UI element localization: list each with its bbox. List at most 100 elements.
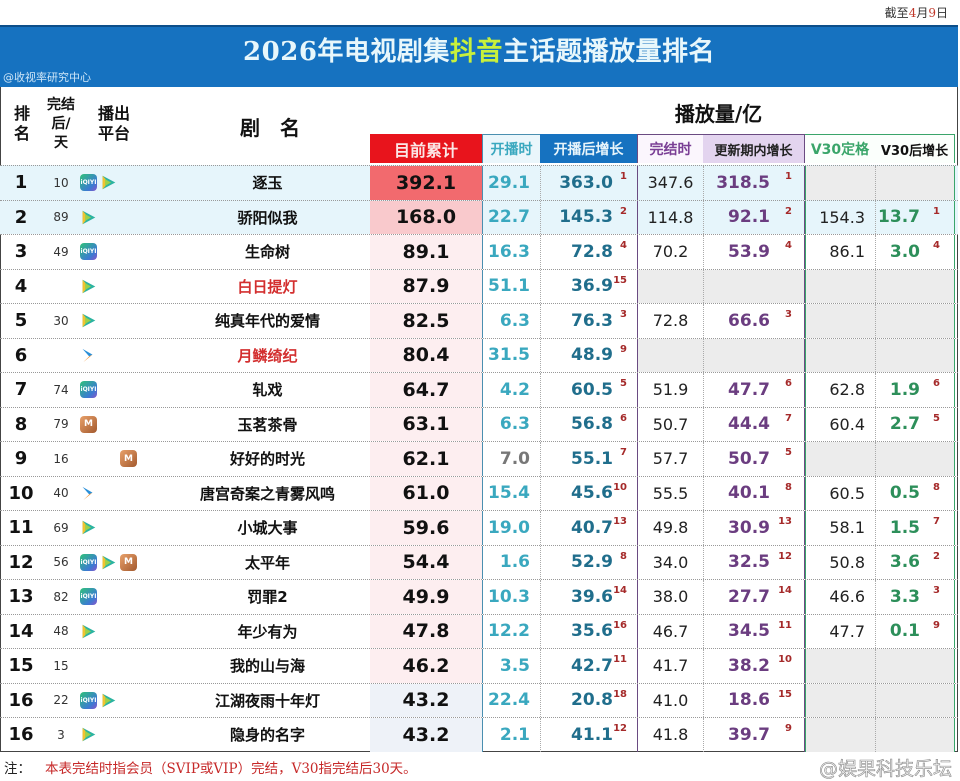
growth-during-update-rank: 8 — [785, 481, 792, 493]
views-at-end-cell: 41.7 — [637, 649, 703, 683]
growth-since-start-rank: 16 — [613, 619, 627, 631]
growth-since-start-cell: 20.8 18 — [540, 683, 637, 717]
growth-since-start-rank: 8 — [620, 550, 627, 562]
rank-cell: 6 — [14, 344, 28, 366]
footer-note: 注： 本表完结时指会员（SVIP或VIP）完结，V30指完结后30天。 — [4, 761, 417, 777]
platform-cell — [80, 201, 165, 235]
platform-cell — [80, 511, 165, 545]
views-at-start-cell: 16.3 — [482, 235, 540, 269]
views-at-start-cell: 7.0 — [482, 442, 540, 476]
tencent-video-icon — [80, 312, 97, 329]
growth-since-start-rank: 4 — [620, 240, 627, 251]
growth-during-update-rank: 12 — [778, 550, 792, 562]
growth-during-update-cell — [703, 269, 805, 303]
total-views-cell: 392.1 — [370, 166, 482, 200]
growth-during-update-cell: 92.1 2 — [703, 200, 805, 234]
growth-since-start-rank: 14 — [613, 585, 627, 596]
table-row: 13 82 iQIYI 罚罪2 49.9 10.3 39.6 14 38.0 27.7 14 46.6… — [0, 579, 958, 614]
growth-after-v30-rank: 4 — [933, 240, 940, 251]
table-row: 1 10 iQIYI 逐玉 392.1 29.1 363.0 1 347.6 318.5 1 — [0, 165, 958, 200]
views-at-start-cell: 3.5 — [482, 649, 540, 683]
growth-since-start-cell: 48.9 9 — [540, 338, 637, 372]
views-at-start-cell: 15.4 — [482, 476, 540, 510]
growth-since-start-rank: 2 — [620, 205, 627, 217]
total-views-cell: 61.0 — [370, 476, 482, 510]
total-views-cell: 54.4 — [370, 545, 482, 579]
platform-cell — [80, 649, 165, 683]
growth-since-start-cell: 56.8 6 — [540, 407, 637, 441]
growth-since-start-cell: 35.6 16 — [540, 614, 637, 648]
iqiyi-icon: iQIYI — [80, 243, 97, 261]
rank-cell: 8 — [14, 413, 28, 435]
growth-after-v30-cell — [875, 649, 955, 683]
iqiyi-icon: iQIYI — [80, 174, 97, 192]
growth-after-v30-rank: 6 — [933, 378, 940, 389]
iqiyi-icon: iQIYI — [80, 588, 97, 606]
total-views-cell: 82.5 — [370, 304, 482, 338]
growth-after-v30-rank: 8 — [933, 481, 940, 493]
drama-name-cell: 逐玉 — [252, 174, 283, 193]
growth-since-start-cell: 145.3 2 — [540, 200, 637, 234]
tencent-video-icon — [80, 519, 97, 536]
growth-since-start-cell: 52.9 8 — [540, 545, 637, 579]
rank-cell: 16 — [8, 689, 34, 711]
growth-during-update-rank: 2 — [785, 205, 792, 217]
platform-spacer — [80, 450, 97, 467]
v30-final-cell: 60.4 — [805, 407, 875, 441]
growth-during-update-cell: 66.6 3 — [703, 304, 805, 338]
growth-after-v30-cell — [875, 442, 955, 476]
growth-since-start-rank: 7 — [620, 447, 627, 458]
growth-during-update-cell: 38.2 10 — [703, 649, 805, 683]
platform-cell: M — [80, 442, 165, 476]
platform-cell: M — [80, 408, 165, 442]
days-after-end-cell: 48 — [53, 624, 69, 639]
tencent-video-icon — [100, 174, 117, 191]
growth-since-start-cell: 55.1 7 — [540, 442, 637, 476]
rank-cell: 14 — [8, 620, 34, 642]
tencent-video-icon — [100, 554, 117, 571]
growth-during-update-cell: 18.6 15 — [703, 683, 805, 717]
total-views-cell: 80.4 — [370, 338, 482, 372]
views-at-start-cell: 6.3 — [482, 304, 540, 338]
ranking-table: 1 10 iQIYI 逐玉 392.1 29.1 363.0 1 347.6 318.5 1 2 89 骄… — [0, 165, 958, 752]
days-after-end-cell: 49 — [53, 244, 69, 259]
platform-cell — [80, 339, 165, 373]
views-at-end-cell — [637, 338, 703, 372]
growth-after-v30-cell: 2.7 5 — [875, 407, 955, 441]
growth-since-start-rank: 3 — [620, 309, 627, 320]
growth-after-v30-cell — [875, 166, 955, 200]
views-at-end-cell: 72.8 — [637, 304, 703, 338]
views-at-end-cell: 41.0 — [637, 683, 703, 717]
views-at-start-cell: 2.1 — [482, 718, 540, 752]
table-row: 4 白日提灯 87.9 51.1 36.9 15 — [0, 268, 958, 303]
growth-during-update-cell — [703, 338, 805, 372]
growth-since-start-rank: 9 — [620, 343, 627, 355]
v30-final-cell: 86.1 — [805, 235, 875, 269]
header-v30-final: V30定格 — [805, 134, 875, 163]
total-views-cell: 168.0 — [370, 200, 482, 234]
growth-after-v30-rank: 1 — [933, 205, 940, 217]
rank-cell: 11 — [8, 517, 34, 539]
platform-cell: iQIYI M — [80, 546, 165, 580]
views-at-end-cell: 46.7 — [637, 614, 703, 648]
drama-name-cell: 唐宫奇案之青雾风鸣 — [199, 484, 335, 503]
days-after-end-cell: 74 — [53, 382, 69, 397]
v30-final-cell — [805, 718, 875, 752]
growth-during-update-rank: 9 — [785, 723, 792, 734]
total-views-cell: 87.9 — [370, 269, 482, 303]
v30-final-cell: 50.8 — [805, 545, 875, 579]
views-at-start-cell: 31.5 — [482, 338, 540, 372]
growth-during-update-cell: 47.7 6 — [703, 373, 805, 407]
rank-cell: 4 — [14, 275, 28, 297]
rank-cell: 3 — [14, 241, 28, 263]
drama-name-cell: 骄阳似我 — [237, 208, 298, 227]
rank-cell: 9 — [14, 448, 28, 470]
growth-after-v30-cell — [875, 338, 955, 372]
v30-final-cell: 154.3 — [805, 200, 875, 234]
growth-since-start-cell: 39.6 14 — [540, 580, 637, 614]
table-row: 14 48 年少有为 47.8 12.2 35.6 16 46.7 34.5 11 47.7 0.1 9 — [0, 613, 958, 648]
drama-name-cell: 生命树 — [244, 243, 290, 262]
views-at-start-cell: 19.0 — [482, 511, 540, 545]
growth-after-v30-cell — [875, 683, 955, 717]
growth-since-start-rank: 18 — [613, 688, 627, 700]
